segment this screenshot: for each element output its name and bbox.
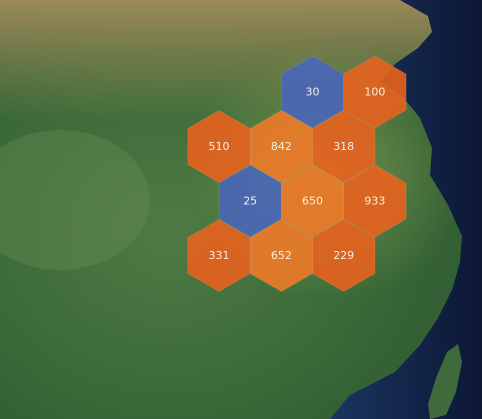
- hex-cell[interactable]: [343, 164, 407, 238]
- hex-value-label: 30: [306, 86, 320, 99]
- hex-value-label: 650: [302, 195, 323, 208]
- hex-cell[interactable]: [312, 219, 376, 292]
- hex-value-label: 652: [271, 249, 292, 262]
- basin-area: [0, 130, 150, 270]
- sea-area: [330, 0, 482, 419]
- hex-value-label: 331: [209, 249, 230, 262]
- hex-cell[interactable]: [343, 55, 407, 129]
- hex-value-label: 229: [333, 249, 354, 262]
- hex-value-label: 510: [209, 140, 230, 153]
- hex-value-label: 25: [243, 195, 257, 208]
- hex-value-label: 100: [364, 86, 385, 99]
- taiwan-island: [428, 344, 462, 419]
- hex-value-label: 842: [271, 140, 292, 153]
- hex-value-label: 318: [333, 140, 354, 153]
- hex-cell[interactable]: [312, 110, 376, 183]
- hex-value-label: 933: [364, 195, 385, 208]
